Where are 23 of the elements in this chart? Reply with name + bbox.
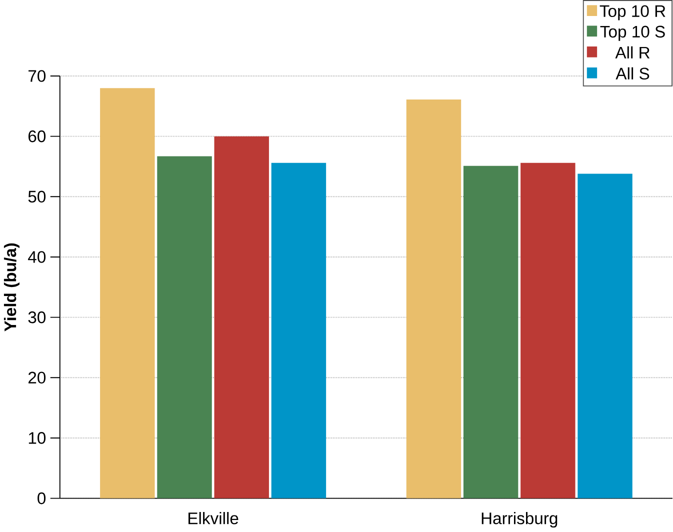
y-tick-label: 30 xyxy=(28,312,46,324)
bar xyxy=(463,166,518,499)
x-tick-label: Harrisburg xyxy=(482,512,558,528)
y-tick-label: 10 xyxy=(28,432,46,444)
y-tick-label: 0 xyxy=(38,492,46,504)
y-tick-label: 40 xyxy=(28,251,46,264)
y-tick-label: 70 xyxy=(28,70,46,82)
y-tick-label: 60 xyxy=(28,130,46,142)
bar xyxy=(271,163,326,499)
y-tick-label: 20 xyxy=(28,372,46,384)
bar xyxy=(157,156,212,499)
bar xyxy=(100,88,155,499)
legend-label: All R xyxy=(615,46,650,59)
bar xyxy=(578,174,632,499)
bar xyxy=(406,100,462,499)
legend-label: All S xyxy=(616,68,650,80)
x-tick-label: Elkville xyxy=(188,512,238,524)
legend-label: Top 10 S xyxy=(600,26,665,42)
legend-label: Top 10 R xyxy=(600,5,666,21)
bar xyxy=(520,163,576,499)
y-axis-title: Yield (bu/a) xyxy=(4,244,20,332)
bar xyxy=(214,136,269,499)
y-tick-label: 50 xyxy=(28,190,46,203)
